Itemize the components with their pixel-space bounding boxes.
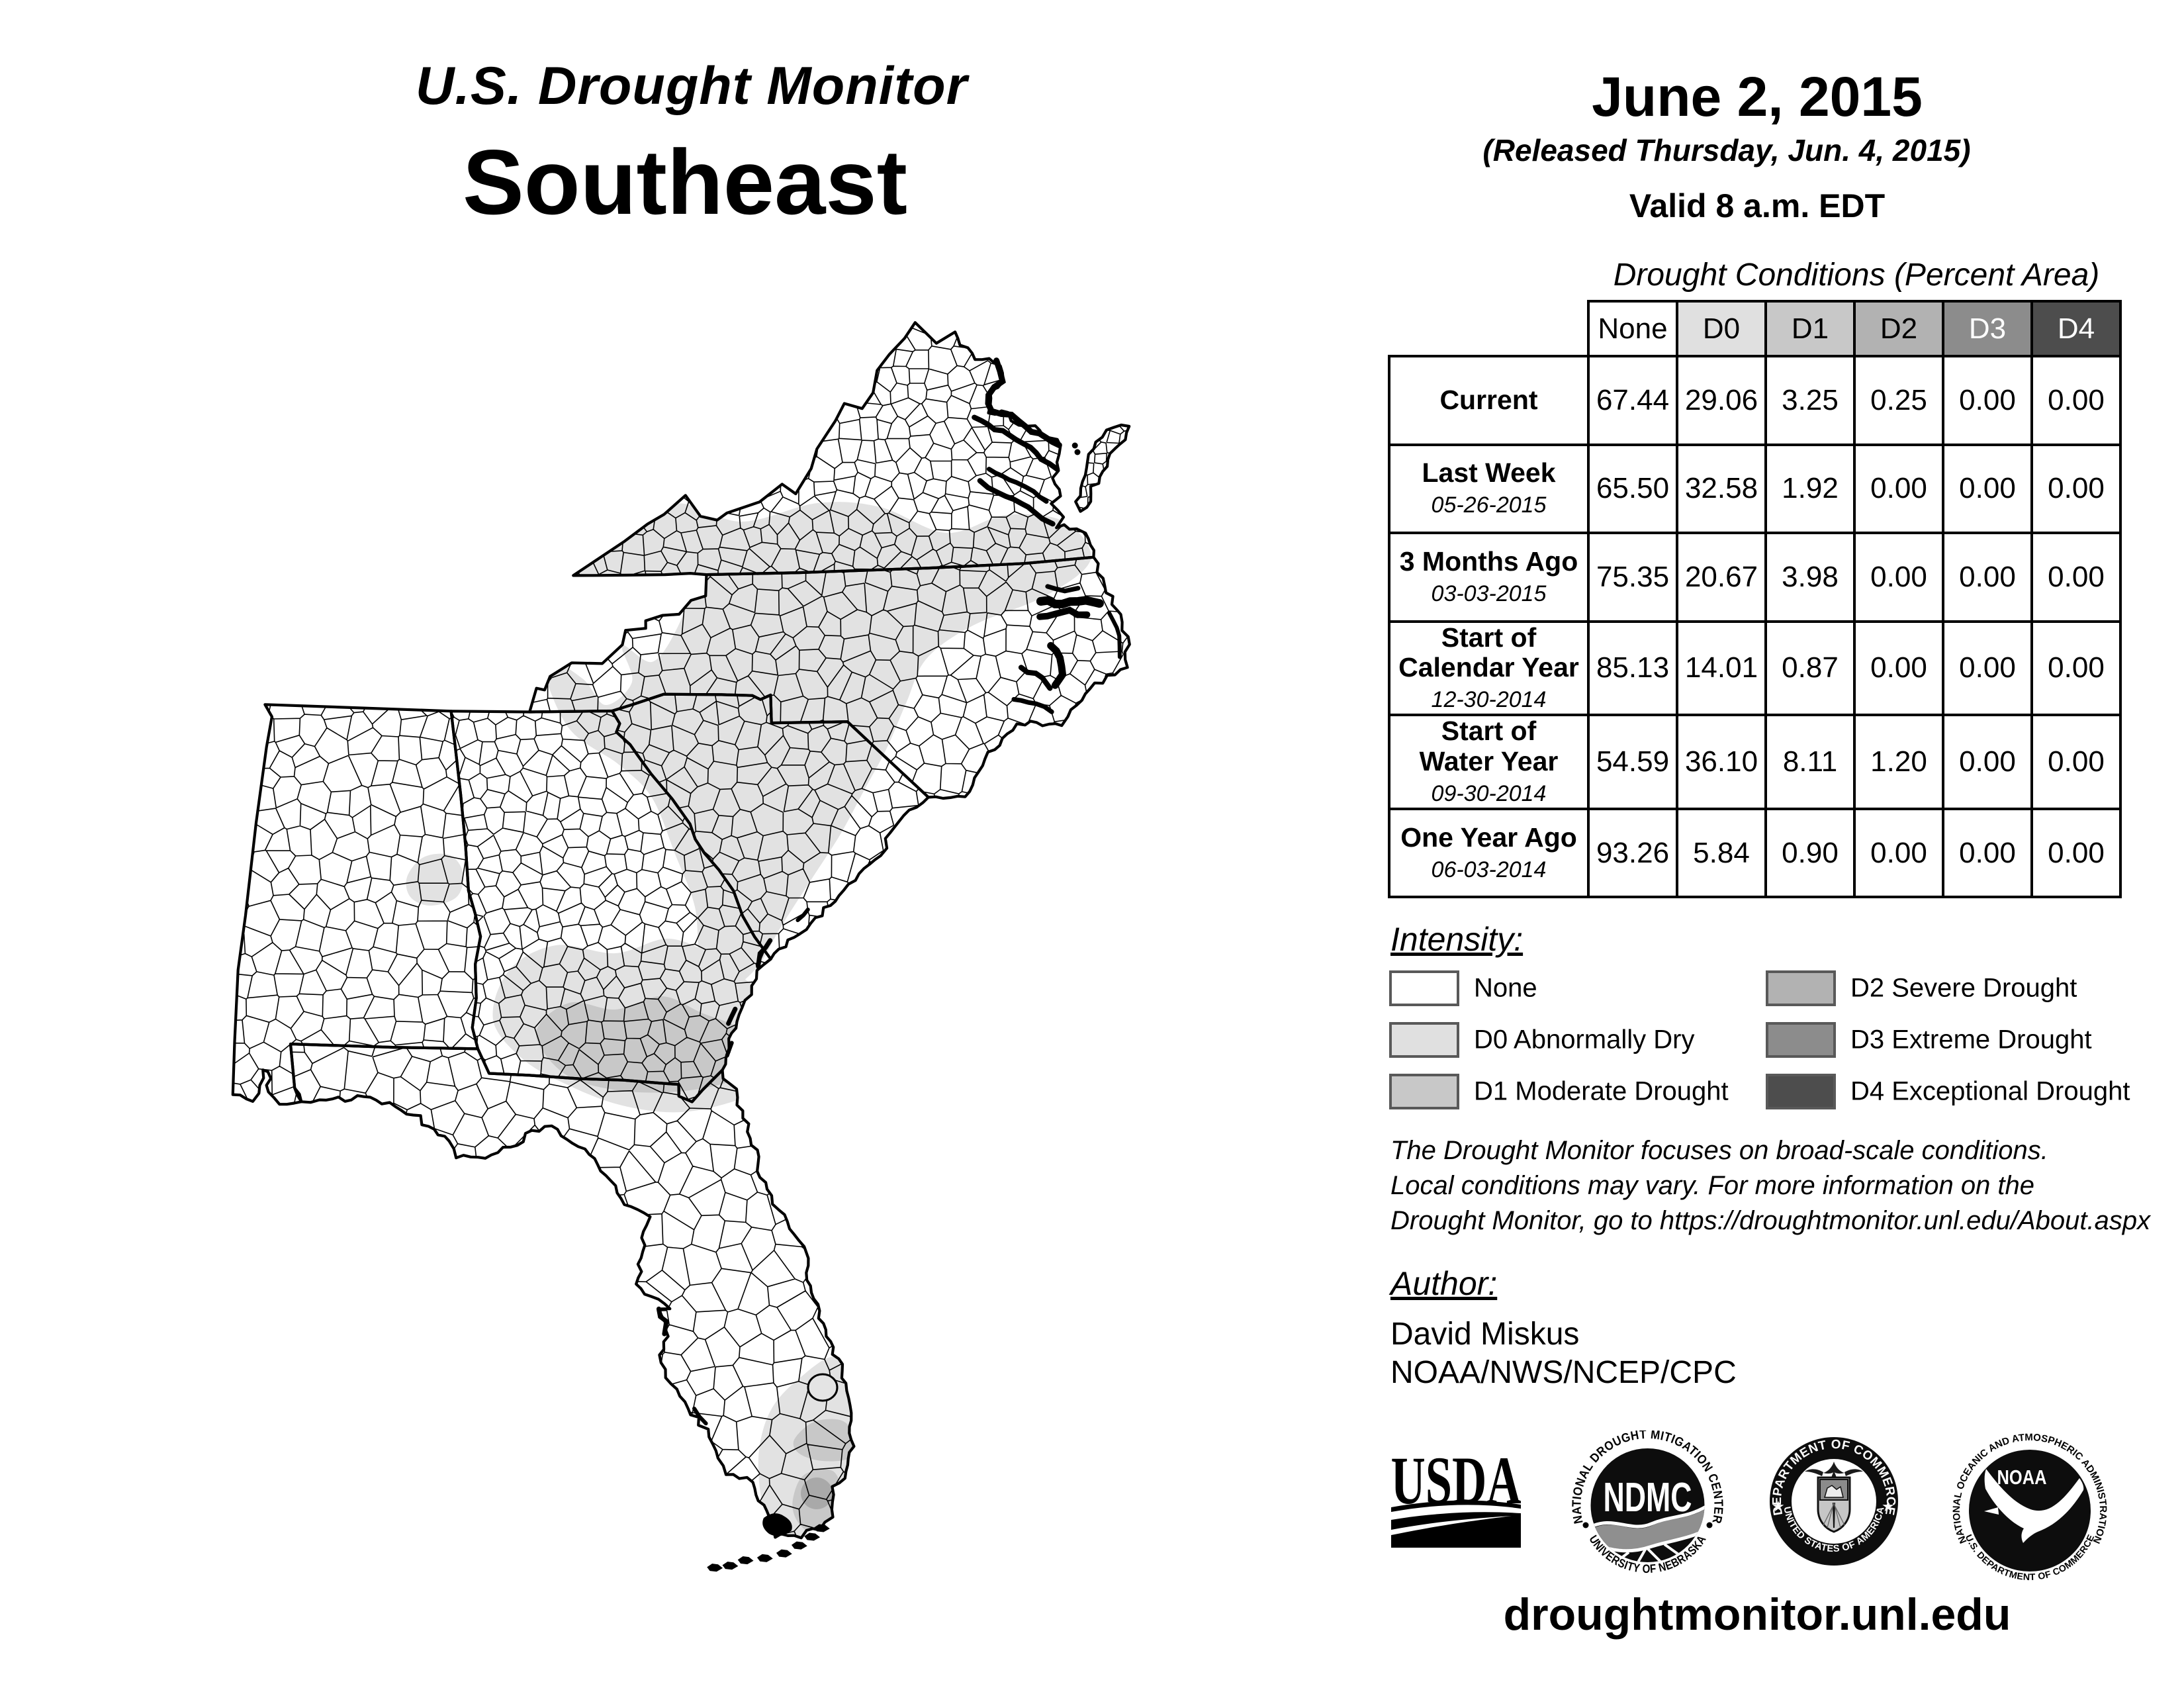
svg-text:★: ★ <box>1882 1498 1895 1515</box>
svg-text:NDMC: NDMC <box>1604 1475 1692 1521</box>
svg-text:NOAA: NOAA <box>1997 1466 2047 1489</box>
svg-text:★: ★ <box>1772 1498 1785 1515</box>
